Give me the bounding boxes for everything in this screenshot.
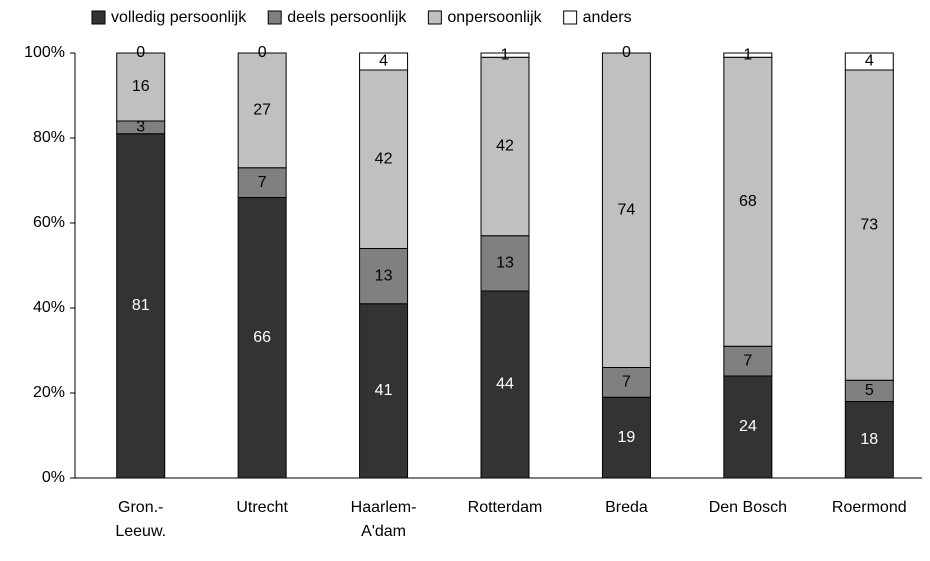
bar-segment xyxy=(723,56,773,347)
legend-label: volledig persoonlijk xyxy=(111,9,247,26)
bar-segment xyxy=(844,69,894,381)
bar-segment xyxy=(480,290,530,479)
data-label: 1 xyxy=(501,46,510,63)
bar-segment xyxy=(359,303,409,479)
y-tick-label: 20% xyxy=(33,384,65,401)
x-tick-label: Den Bosch xyxy=(709,499,787,516)
bar-segment xyxy=(480,56,530,237)
data-label: 13 xyxy=(375,267,393,284)
legend-swatch xyxy=(91,10,106,25)
bar-segment xyxy=(237,52,287,169)
data-label: 41 xyxy=(375,382,393,399)
data-label: 27 xyxy=(253,102,271,119)
legend-label: onpersoonlijk xyxy=(447,9,542,26)
data-label: 7 xyxy=(258,174,267,191)
data-label: 13 xyxy=(496,255,514,272)
y-tick-label: 100% xyxy=(24,44,65,61)
bar-segment xyxy=(723,52,773,58)
bar-segment xyxy=(359,52,409,71)
y-tick-label: 60% xyxy=(33,214,65,231)
data-label: 4 xyxy=(865,53,874,70)
legend-label: deels persoonlijk xyxy=(287,9,407,26)
data-label: 19 xyxy=(618,429,636,446)
data-label: 66 xyxy=(253,329,271,346)
bar-segment xyxy=(844,52,894,71)
bar-segment xyxy=(359,69,409,249)
bar-segment xyxy=(237,167,287,198)
x-tick-label: Roermond xyxy=(832,499,907,516)
data-label: 73 xyxy=(860,216,878,233)
data-label: 74 xyxy=(618,201,636,218)
data-label: 0 xyxy=(136,44,145,61)
bar-segment xyxy=(601,367,651,398)
bar-segment xyxy=(480,52,530,58)
legend-label: anders xyxy=(583,9,632,26)
bar-segment xyxy=(480,235,530,292)
data-label: 42 xyxy=(496,138,514,155)
x-tick-label: Gron.-Leeuw. xyxy=(115,499,166,540)
x-tick-label: Utrecht xyxy=(236,499,288,516)
bar-segment xyxy=(601,52,651,368)
y-tick-label: 40% xyxy=(33,299,65,316)
data-label: 81 xyxy=(132,297,150,314)
x-tick-label: Breda xyxy=(605,499,648,516)
data-label: 0 xyxy=(622,44,631,61)
bar-segment xyxy=(844,401,894,479)
legend-swatch xyxy=(267,10,282,25)
y-tick-label: 80% xyxy=(33,129,65,146)
data-label: 42 xyxy=(375,150,393,167)
bar-segment xyxy=(601,396,651,479)
x-tick-label: Haarlem-A'dam xyxy=(351,499,417,540)
data-label: 4 xyxy=(379,53,388,70)
data-label: 16 xyxy=(132,78,150,95)
data-label: 3 xyxy=(136,119,145,136)
data-label: 18 xyxy=(860,431,878,448)
x-tick-label: Rotterdam xyxy=(468,499,543,516)
data-label: 24 xyxy=(739,418,757,435)
data-label: 68 xyxy=(739,193,757,210)
data-label: 1 xyxy=(743,46,752,63)
legend-swatch xyxy=(563,10,578,25)
data-label: 7 xyxy=(743,352,752,369)
bar-segment xyxy=(723,345,773,377)
bar-segment xyxy=(237,197,287,479)
data-label: 0 xyxy=(258,44,267,61)
data-label: 7 xyxy=(622,374,631,391)
bar-segment xyxy=(116,133,166,479)
bar-segment xyxy=(359,248,409,305)
bar-segment xyxy=(723,375,773,479)
legend-swatch xyxy=(427,10,442,25)
data-label: 44 xyxy=(496,376,514,393)
y-tick-label: 0% xyxy=(42,469,65,486)
data-label: 5 xyxy=(865,382,874,399)
bar-segment xyxy=(116,52,166,122)
